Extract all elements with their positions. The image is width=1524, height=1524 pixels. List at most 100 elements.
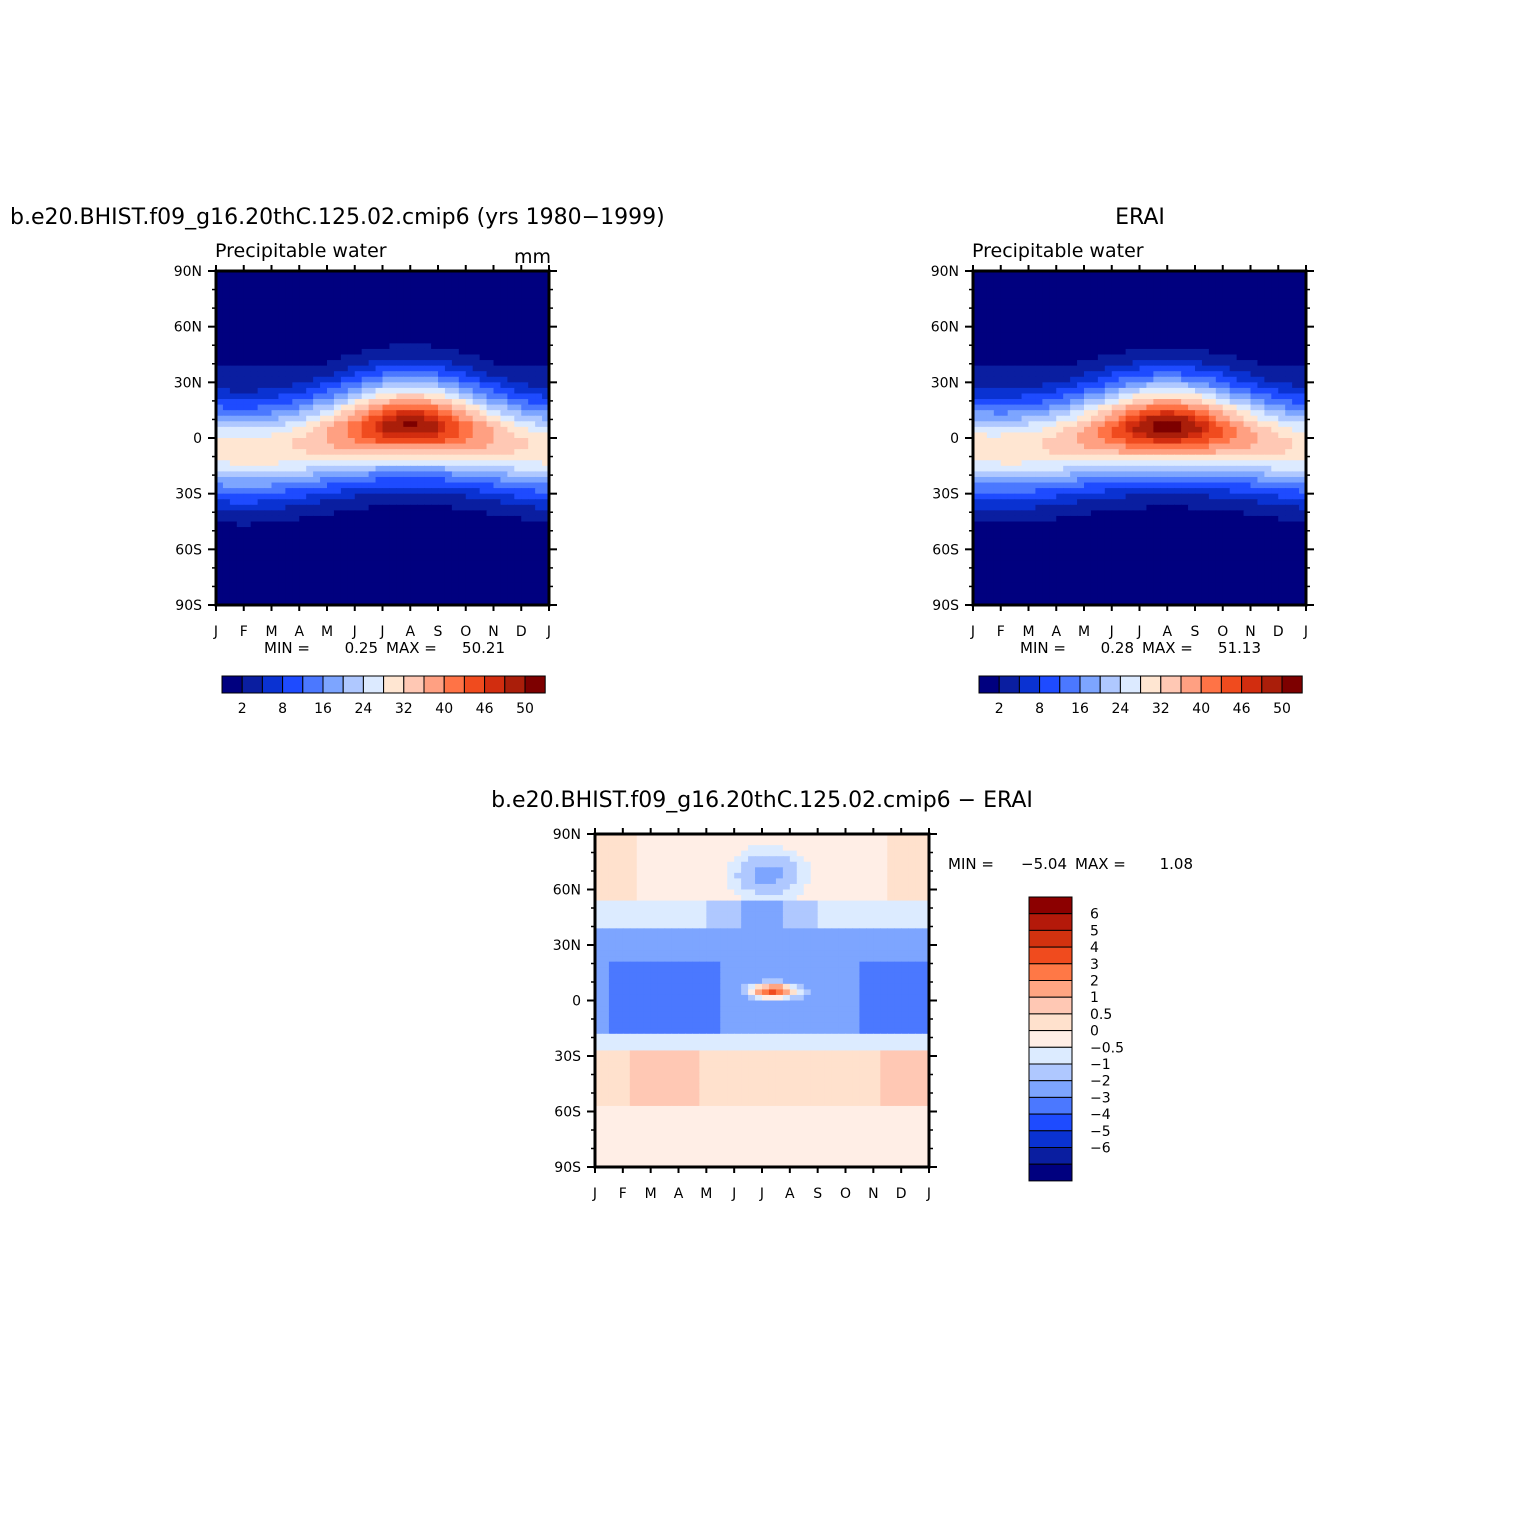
field-cell	[257, 354, 266, 361]
field-cell	[500, 571, 508, 578]
field-cell	[438, 365, 446, 372]
field-cell	[1299, 471, 1307, 478]
field-cell	[1153, 471, 1161, 478]
field-cell	[514, 566, 522, 573]
field-cell	[1056, 421, 1064, 428]
field-cell	[973, 343, 981, 350]
field-cell	[444, 376, 453, 383]
field-cell	[410, 271, 418, 278]
field-cell	[396, 438, 404, 445]
field-cell	[375, 332, 384, 339]
field-cell	[1090, 393, 1099, 400]
field-cell	[1167, 449, 1175, 456]
field-cell	[375, 321, 384, 328]
field-cell	[528, 282, 536, 289]
field-cell	[1042, 382, 1050, 389]
field-cell	[451, 527, 460, 534]
field-cell	[1000, 493, 1009, 500]
field-cell	[354, 276, 363, 283]
field-cell	[1257, 471, 1265, 478]
field-cell	[347, 571, 356, 578]
field-cell	[222, 493, 231, 500]
field-cell	[431, 543, 439, 550]
field-cell	[1201, 465, 1210, 472]
field-cell	[1195, 326, 1203, 333]
field-cell	[465, 593, 474, 601]
field-cell	[542, 599, 550, 606]
field-cell	[1042, 354, 1050, 361]
field-cell	[361, 549, 370, 556]
field-cell	[514, 488, 522, 495]
field-cell	[1084, 360, 1092, 367]
field-cell	[333, 271, 342, 278]
field-cell	[243, 532, 252, 539]
field-cell	[1014, 421, 1023, 428]
field-cell	[216, 365, 224, 372]
field-cell	[1090, 460, 1099, 467]
field-cell	[278, 527, 286, 534]
field-cell	[313, 298, 321, 305]
field-cell	[1229, 421, 1238, 428]
field-cell	[451, 354, 460, 361]
field-cell	[1111, 465, 1120, 472]
field-cell	[458, 376, 467, 383]
field-cell	[1146, 360, 1154, 367]
field-cell	[1215, 465, 1224, 472]
field-cell	[292, 527, 300, 534]
field-cell	[1195, 287, 1203, 294]
field-cell	[250, 293, 259, 300]
field-cell	[472, 321, 481, 328]
field-cell	[424, 554, 432, 562]
field-cell	[444, 276, 453, 283]
field-cell	[528, 337, 536, 344]
colorbar-swatch	[524, 675, 546, 694]
field-cell	[431, 482, 439, 489]
field-cell	[1007, 287, 1016, 294]
field-cell	[229, 554, 238, 562]
field-cell	[1264, 348, 1272, 356]
field-cell	[333, 415, 342, 422]
field-cell	[292, 343, 300, 350]
field-cell	[396, 543, 404, 550]
field-cell	[979, 348, 988, 356]
field-cell	[250, 432, 259, 439]
field-cell	[375, 488, 384, 495]
field-cell	[451, 588, 460, 595]
field-cell	[479, 504, 488, 511]
field-cell	[431, 560, 439, 567]
field-cell	[327, 309, 335, 317]
field-cell	[306, 504, 314, 511]
field-cell	[424, 521, 432, 528]
field-cell	[1222, 410, 1231, 417]
field-cell	[535, 382, 543, 389]
field-cell	[1077, 282, 1085, 289]
field-cell	[1077, 337, 1085, 344]
field-cell	[458, 449, 467, 456]
field-cell	[222, 326, 231, 333]
field-cell	[285, 404, 293, 411]
field-cell	[1097, 454, 1106, 461]
field-cell	[306, 560, 314, 567]
field-cell	[514, 515, 522, 523]
field-cell	[514, 443, 522, 450]
field-cell	[1028, 443, 1037, 450]
field-cell	[1139, 438, 1148, 445]
field-cell	[451, 538, 460, 545]
field-cell	[333, 393, 342, 400]
field-cell	[528, 410, 536, 417]
field-cell	[465, 432, 474, 439]
field-cell	[417, 415, 425, 422]
field-cell	[1167, 332, 1175, 339]
field-cell	[1153, 443, 1161, 450]
field-cell	[486, 404, 495, 411]
field-cell	[389, 482, 397, 489]
field-cell	[1264, 493, 1272, 500]
field-cell	[1063, 304, 1071, 311]
field-cell	[472, 365, 481, 372]
field-cell	[1181, 326, 1189, 333]
field-cell	[236, 471, 245, 478]
field-cell	[271, 566, 280, 573]
field-cell	[1201, 293, 1210, 300]
field-cell	[1257, 326, 1265, 333]
field-cell	[1222, 393, 1231, 400]
